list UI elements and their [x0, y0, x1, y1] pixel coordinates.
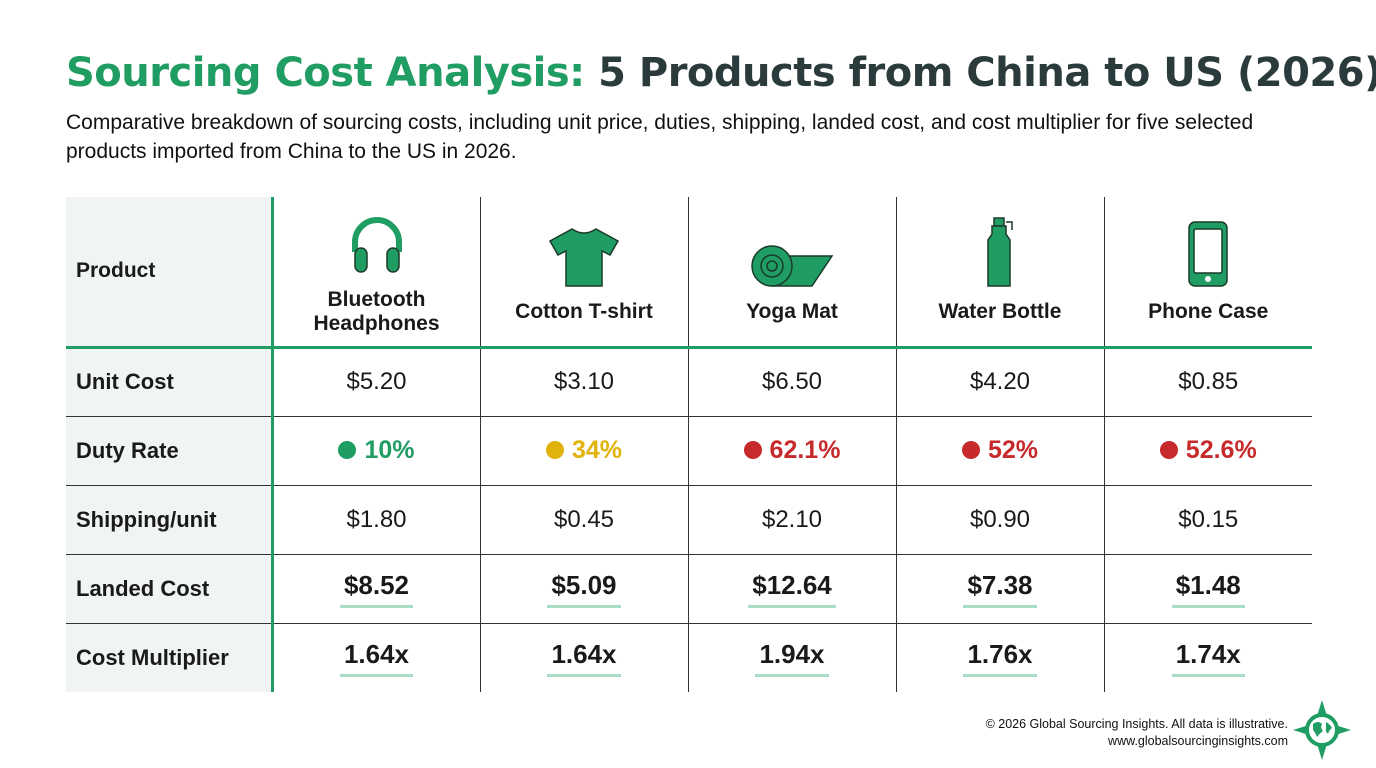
table-cell: 1.64x	[271, 622, 481, 692]
compass-globe-logo	[1293, 700, 1351, 760]
row-label: Landed Cost	[66, 553, 274, 624]
table-row: Cost Multiplier 1.64x 1.64x 1.94x 1.76x 1.74x	[66, 622, 1312, 692]
product-column-header: Yoga Mat	[687, 197, 897, 349]
status-dot	[545, 440, 564, 459]
duty-rate-value: 10%	[364, 436, 415, 464]
product-name: Cotton T-shirt	[515, 300, 653, 324]
duty-rate-value: 34%	[571, 436, 623, 464]
phone-icon	[1105, 218, 1313, 288]
highlight-value: 1.64x	[339, 639, 414, 677]
product-column-header: Cotton T-shirt	[479, 197, 689, 349]
product-column-header: Water Bottle	[895, 197, 1105, 349]
duty-rate-value: 52.6%	[1185, 436, 1257, 464]
highlight-value: 1.94x	[755, 639, 829, 677]
status-dot	[961, 440, 980, 459]
row-label: Cost Multiplier	[66, 622, 274, 692]
table-cell: 1.64x	[479, 622, 689, 692]
water-bottle-icon	[897, 217, 1104, 288]
table-cell: $4.20	[895, 346, 1105, 417]
duty-rate-cell: 52%	[895, 415, 1105, 486]
product-name: Water Bottle	[938, 300, 1062, 324]
status-dot	[1159, 440, 1178, 459]
table-row: Landed Cost $8.52 $5.09 $12.64 $7.38 $1.48	[66, 553, 1312, 624]
duty-rate-cell: 34%	[479, 415, 689, 486]
table-cell: 1.74x	[1103, 622, 1312, 692]
cost-table: Product Bluetooth Headphones Cotton T-shir…	[66, 197, 1312, 692]
highlight-value: $8.52	[339, 570, 414, 608]
product-name: Phone Case	[1148, 300, 1269, 324]
table-row: Unit Cost $5.20 $3.10 $6.50 $4.20 $0.85	[66, 346, 1312, 417]
table-cell: 1.76x	[895, 622, 1105, 692]
table-row: Duty Rate 10% 34% 62.1% 52% 52.6%	[66, 415, 1312, 486]
table-cell: $0.45	[479, 484, 689, 555]
duty-rate-value: 52%	[987, 436, 1039, 464]
website: www.globalsourcinginsights.com	[1108, 734, 1288, 748]
table-cell: 1.94x	[687, 622, 897, 692]
page-title: Sourcing Cost Analysis: 5 Products from …	[66, 50, 1376, 96]
table-cell: $3.10	[479, 346, 689, 417]
status-dot	[743, 440, 762, 459]
table-cell: $1.80	[271, 484, 481, 555]
row-label: Shipping/unit	[66, 484, 274, 555]
duty-rate-value: 62.1%	[769, 436, 841, 464]
duty-rate-cell: 52.6%	[1103, 415, 1312, 486]
product-column-header: Bluetooth Headphones	[271, 197, 481, 349]
product-name: Yoga Mat	[746, 300, 838, 324]
headphones-icon	[274, 206, 480, 276]
product-name: Bluetooth Headphones	[313, 288, 440, 336]
t-shirt-icon	[481, 218, 688, 288]
yoga-mat-icon	[689, 218, 896, 288]
highlight-value: 1.64x	[547, 639, 621, 677]
footer: © 2026 Global Sourcing Insights. All dat…	[986, 716, 1288, 750]
row-label: Unit Cost	[66, 346, 274, 417]
highlight-value: 1.74x	[1171, 639, 1245, 677]
highlight-value: $7.38	[963, 570, 1037, 608]
highlight-value: 1.76x	[963, 639, 1037, 677]
row-label: Duty Rate	[66, 415, 274, 486]
table-cell: $0.85	[1103, 346, 1312, 417]
status-dot	[338, 440, 357, 459]
duty-rate-cell: 62.1%	[687, 415, 897, 486]
table-cell: $5.20	[271, 346, 481, 417]
header-row: Product Bluetooth Headphones Cotton T-shir…	[66, 197, 1313, 349]
table-cell: $7.38	[895, 553, 1105, 624]
table-cell: $8.52	[271, 553, 481, 624]
table-cell: $5.09	[479, 553, 689, 624]
table-cell: $1.48	[1103, 553, 1312, 624]
highlight-value: $1.48	[1171, 570, 1245, 608]
copyright: © 2026 Global Sourcing Insights. All dat…	[985, 717, 1288, 731]
duty-rate-cell: 10%	[271, 415, 481, 486]
highlight-value: $12.64	[748, 570, 836, 608]
table-cell: $12.64	[687, 553, 897, 624]
table-cell: $0.90	[895, 484, 1105, 555]
table-cell: $6.50	[687, 346, 897, 417]
product-column-header: Phone Case	[1103, 197, 1313, 349]
table-row: Shipping/unit $1.80 $0.45 $2.10 $0.90 $0.15	[66, 484, 1312, 555]
page-subtitle: Comparative breakdown of sourcing costs,…	[66, 111, 1254, 163]
product-header: Product	[66, 197, 274, 349]
table-cell: $0.15	[1103, 484, 1312, 555]
highlight-value: $5.09	[547, 570, 621, 608]
table-cell: $2.10	[687, 484, 897, 555]
